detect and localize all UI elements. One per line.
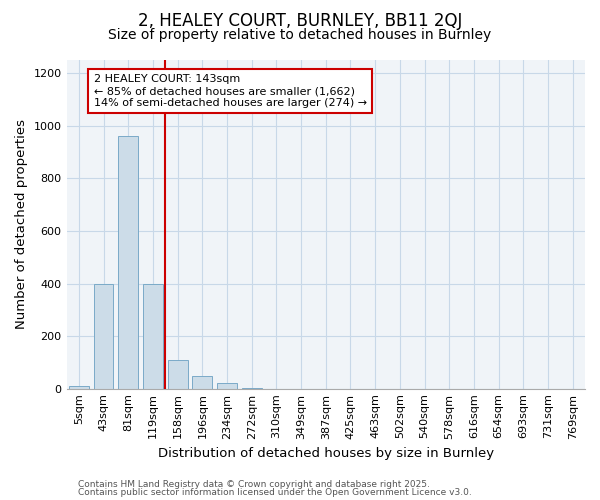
- Bar: [193, 376, 212, 388]
- Y-axis label: Number of detached properties: Number of detached properties: [15, 120, 28, 330]
- Bar: [118, 136, 138, 388]
- Text: Size of property relative to detached houses in Burnley: Size of property relative to detached ho…: [109, 28, 491, 42]
- Bar: [143, 284, 163, 389]
- Bar: [94, 284, 113, 389]
- X-axis label: Distribution of detached houses by size in Burnley: Distribution of detached houses by size …: [158, 447, 494, 460]
- Text: Contains public sector information licensed under the Open Government Licence v3: Contains public sector information licen…: [78, 488, 472, 497]
- Bar: [168, 360, 188, 388]
- Bar: [217, 384, 237, 388]
- Text: Contains HM Land Registry data © Crown copyright and database right 2025.: Contains HM Land Registry data © Crown c…: [78, 480, 430, 489]
- Text: 2, HEALEY COURT, BURNLEY, BB11 2QJ: 2, HEALEY COURT, BURNLEY, BB11 2QJ: [138, 12, 462, 30]
- Text: 2 HEALEY COURT: 143sqm
← 85% of detached houses are smaller (1,662)
14% of semi-: 2 HEALEY COURT: 143sqm ← 85% of detached…: [94, 74, 367, 108]
- Bar: [69, 386, 89, 388]
